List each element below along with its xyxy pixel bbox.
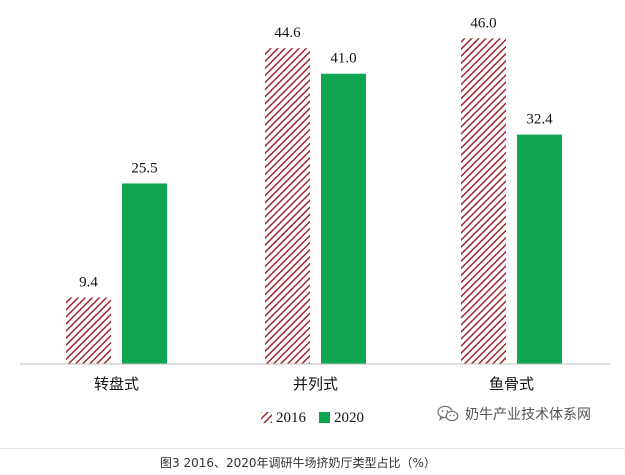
data-label-2020-1: 25.5: [131, 160, 157, 176]
watermark: 奶牛产业技术体系网: [437, 402, 591, 426]
data-label-2020-3: 32.4: [526, 112, 553, 128]
legend-swatch-2020: [319, 412, 330, 423]
wechat-icon: [437, 405, 459, 422]
bars-layer: [66, 38, 562, 365]
bar-2016-2: [265, 48, 310, 365]
bar-2020-1: [122, 183, 167, 364]
legend-swatch-2016: [261, 412, 272, 423]
caption-bar: 图3 2016、2020年调研牛场挤奶厅类型占比（%）: [0, 448, 625, 475]
legend-label-2020: 2020: [334, 410, 364, 426]
watermark-text: 奶牛产业技术体系网: [465, 407, 591, 423]
bar-2016-3: [461, 38, 506, 364]
category-label-1: 转盘式: [94, 375, 139, 393]
legend: 2016 2020: [261, 410, 364, 426]
bar-2016-1: [66, 297, 111, 364]
category-label-3: 鱼骨式: [489, 375, 534, 393]
bar-2020-3: [517, 134, 562, 364]
labels-layer: 9.4 25.5 转盘式 44.6 41.0 并列式 46.0 32.4 鱼骨式: [79, 15, 553, 393]
bar-2020-2: [321, 73, 366, 364]
data-label-2020-2: 41.0: [330, 51, 356, 67]
figure-caption: 图3 2016、2020年调研牛场挤奶厅类型占比（%）: [160, 456, 436, 470]
data-label-2016-1: 9.4: [79, 274, 98, 290]
legend-label-2016: 2016: [276, 410, 307, 426]
data-label-2016-3: 46.0: [470, 15, 496, 31]
category-label-2: 并列式: [293, 375, 338, 393]
data-label-2016-2: 44.6: [274, 25, 301, 41]
